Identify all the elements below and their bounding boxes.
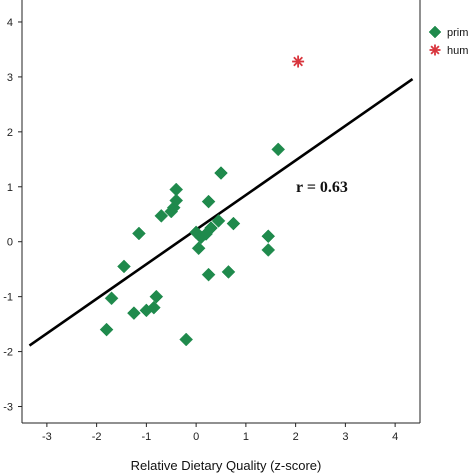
data-point-prim [221,265,236,279]
data-point-prim [179,332,194,347]
data-point-prim [191,241,206,256]
data-point-prim [226,216,241,231]
data-point-prim [214,166,228,180]
data-point-prim [204,221,218,235]
y-tick-label: -1 [3,292,13,304]
data-point-hum [292,55,305,68]
y-tick-label: 0 [7,237,13,249]
legend-marker-prim [428,25,442,39]
x-tick-label: 4 [392,431,398,443]
x-tick-label: 3 [342,431,348,443]
legend-label-hum: hum [447,45,468,57]
y-tick-label: 1 [7,182,13,194]
data-point-prim [127,306,141,320]
y-tick-label: -2 [3,347,13,359]
points-layer [99,55,305,347]
data-point-prim [149,289,164,304]
x-tick-label: -3 [42,431,52,443]
x-tick-label: 1 [243,431,249,443]
y-tick-label: 3 [7,72,13,84]
data-point-prim [261,229,276,244]
data-point-prim [99,322,114,337]
x-tick-label: -2 [92,431,102,443]
data-point-prim [271,142,286,157]
data-point-prim [154,209,169,223]
axes-layer: -3 -2 -1 0 1 2 3 4 -3 -2 -1 0 1 2 3 4 [3,0,421,443]
regression-layer [28,78,414,347]
y-tick-label: 4 [7,17,13,29]
data-point-prim [132,226,146,241]
data-point-prim [261,243,276,257]
data-point-prim [117,259,131,274]
x-tick-label: 2 [293,431,299,443]
x-axis-label: Relative Dietary Quality (z-score) [131,458,322,473]
correlation-annotation: r = 0.63 [296,179,348,196]
data-point-prim [211,213,226,228]
data-point-prim [201,267,216,282]
x-tick-label: 0 [193,431,199,443]
x-tick-label: -1 [141,431,151,443]
data-point-prim [169,193,184,208]
y-tick-label: 2 [7,127,13,139]
regression-line [28,78,414,347]
legend: prim hum [428,25,468,57]
data-point-prim [104,291,119,306]
data-point-prim [201,194,216,209]
data-point-prim [146,300,161,315]
legend-marker-hum [429,44,441,56]
y-tick-label: -3 [3,402,13,414]
legend-label-prim: prim [447,27,468,39]
